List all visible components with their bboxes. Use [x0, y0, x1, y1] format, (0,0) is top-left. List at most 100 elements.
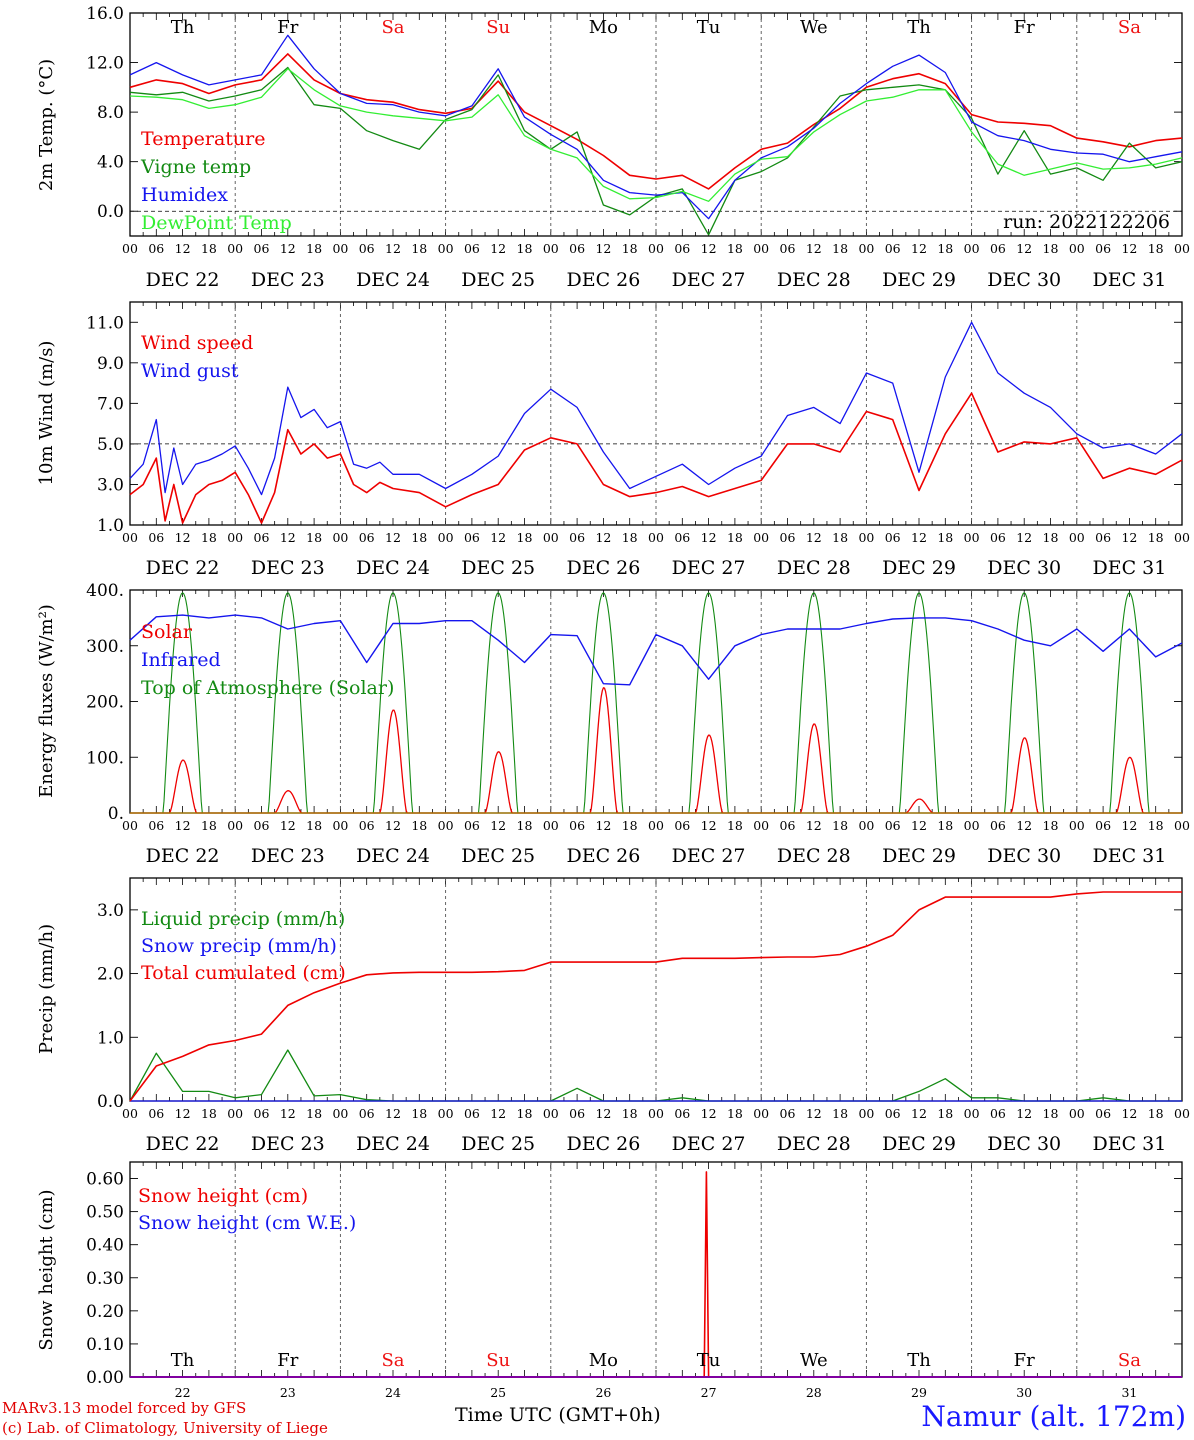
y-tick-label: 11.0	[86, 313, 124, 333]
hour-tick-label: 12	[911, 530, 927, 545]
y-tick-label: 0.0	[97, 202, 124, 222]
day-tick-label: DEC 26	[566, 845, 640, 867]
hour-tick-label: 18	[937, 530, 953, 545]
weekday-label: Sa	[381, 1350, 404, 1371]
weekday-label: Th	[171, 1350, 195, 1371]
hour-tick-label: 00	[227, 1106, 243, 1121]
hour-tick-label: 12	[1016, 1106, 1032, 1121]
hour-tick-label: 00	[648, 818, 664, 833]
hour-tick-label: 18	[832, 530, 848, 545]
hour-tick-label: 06	[1095, 530, 1111, 545]
hour-tick-label: 18	[937, 241, 953, 256]
hour-tick-label: 06	[885, 818, 901, 833]
hour-tick-label: 18	[622, 818, 638, 833]
y-tick-label: 12.0	[86, 54, 124, 74]
hour-tick-label: 18	[517, 241, 533, 256]
hour-tick-label: 00	[543, 241, 559, 256]
legend-entry: Solar	[141, 621, 193, 643]
hour-tick-label: 12	[280, 241, 296, 256]
hour-tick-label: 06	[885, 241, 901, 256]
hour-tick-label: 06	[569, 530, 585, 545]
day-tick-label: DEC 29	[882, 1133, 956, 1155]
hour-tick-label: 12	[911, 241, 927, 256]
hour-tick-label: 18	[517, 530, 533, 545]
weekday-label: We	[800, 1350, 828, 1371]
hour-tick-label: 12	[385, 241, 401, 256]
day-tick-label: DEC 26	[566, 557, 640, 579]
run-label: run: 2022122206	[1003, 211, 1170, 233]
total-cumulated-cm-series	[129, 891, 1182, 1102]
hour-tick-label: 12	[1121, 530, 1137, 545]
day-tick-label: DEC 29	[882, 845, 956, 867]
hour-tick-label: 00	[858, 530, 874, 545]
meteogram-chart: 0.0 4.0 8.0 12.0 16.0 2m Temp. (°C) Temperatur…	[36, 4, 1190, 1400]
hour-tick-label: 00	[964, 1106, 980, 1121]
day-tick-label: DEC 31	[1092, 845, 1166, 867]
hour-tick-label: 18	[306, 818, 322, 833]
weekday-label: Sa	[1118, 17, 1141, 38]
legend-entry: Snow height (cm W.E.)	[138, 1212, 356, 1234]
hour-tick-label: 06	[569, 1106, 585, 1121]
y-tick-label: 0.	[108, 804, 124, 824]
hour-tick-label: 18	[832, 241, 848, 256]
hour-tick-label: 12	[1121, 241, 1137, 256]
hour-tick-label: 06	[148, 241, 164, 256]
hour-tick-label: 18	[201, 241, 217, 256]
hour-tick-label: 18	[1148, 241, 1164, 256]
hour-tick-label: 00	[1069, 241, 1085, 256]
hour-tick-label: 06	[254, 530, 270, 545]
hour-tick-label: 12	[385, 530, 401, 545]
hour-tick-label: 06	[674, 241, 690, 256]
hour-tick-label: 12	[490, 530, 506, 545]
hour-tick-label: 06	[359, 818, 375, 833]
day-tick-label: DEC 31	[1092, 557, 1166, 579]
hour-tick-label: 06	[674, 530, 690, 545]
hour-tick-label: 06	[464, 818, 480, 833]
legend-entry: Infrared	[141, 649, 221, 671]
day-tick-label: DEC 23	[251, 557, 325, 579]
hour-tick-label: 18	[832, 818, 848, 833]
weekday-label: Fr	[277, 17, 298, 38]
day-tick-label: DEC 27	[672, 557, 746, 579]
hour-tick-label: 18	[937, 1106, 953, 1121]
hour-tick-label: 06	[780, 241, 796, 256]
day-tick-label: DEC 23	[251, 1133, 325, 1155]
hour-tick-label: 12	[1016, 241, 1032, 256]
day-number-label: 26	[595, 1385, 611, 1400]
weekday-label: Su	[486, 17, 510, 38]
hour-tick-label: 06	[464, 241, 480, 256]
plot-frame	[129, 589, 1183, 814]
hour-tick-label: 06	[464, 1106, 480, 1121]
hour-tick-label: 12	[1121, 818, 1137, 833]
hour-tick-label: 18	[1043, 818, 1059, 833]
day-number-label: 23	[280, 1385, 296, 1400]
hour-tick-label: 18	[411, 818, 427, 833]
hour-tick-label: 12	[490, 1106, 506, 1121]
y-tick-label: 0.40	[86, 1236, 124, 1256]
hour-tick-label: 00	[438, 530, 454, 545]
y-tick-label: 0.50	[86, 1203, 124, 1223]
hour-tick-label: 00	[858, 818, 874, 833]
hour-tick-label: 06	[674, 1106, 690, 1121]
y-tick-label: 0.10	[86, 1335, 124, 1355]
y-tick-label: 3.0	[97, 901, 124, 921]
hour-tick-label: 06	[885, 1106, 901, 1121]
hour-tick-label: 12	[595, 1106, 611, 1121]
hour-tick-label: 00	[1174, 818, 1190, 833]
hour-tick-label: 18	[1148, 530, 1164, 545]
weekday-label: Mo	[589, 1350, 618, 1371]
hour-tick-label: 12	[1121, 1106, 1137, 1121]
hour-tick-label: 06	[990, 818, 1006, 833]
hour-tick-label: 00	[227, 818, 243, 833]
hour-tick-label: 18	[306, 1106, 322, 1121]
day-tick-label: DEC 24	[356, 557, 430, 579]
hour-tick-label: 18	[411, 530, 427, 545]
hour-tick-label: 12	[280, 1106, 296, 1121]
hour-tick-label: 18	[1043, 530, 1059, 545]
hour-tick-label: 12	[595, 241, 611, 256]
hour-tick-label: 00	[438, 1106, 454, 1121]
plot-frame	[129, 301, 1183, 526]
day-tick-label: DEC 30	[987, 1133, 1061, 1155]
day-tick-label: DEC 30	[987, 269, 1061, 291]
weekday-label: Mo	[589, 17, 618, 38]
